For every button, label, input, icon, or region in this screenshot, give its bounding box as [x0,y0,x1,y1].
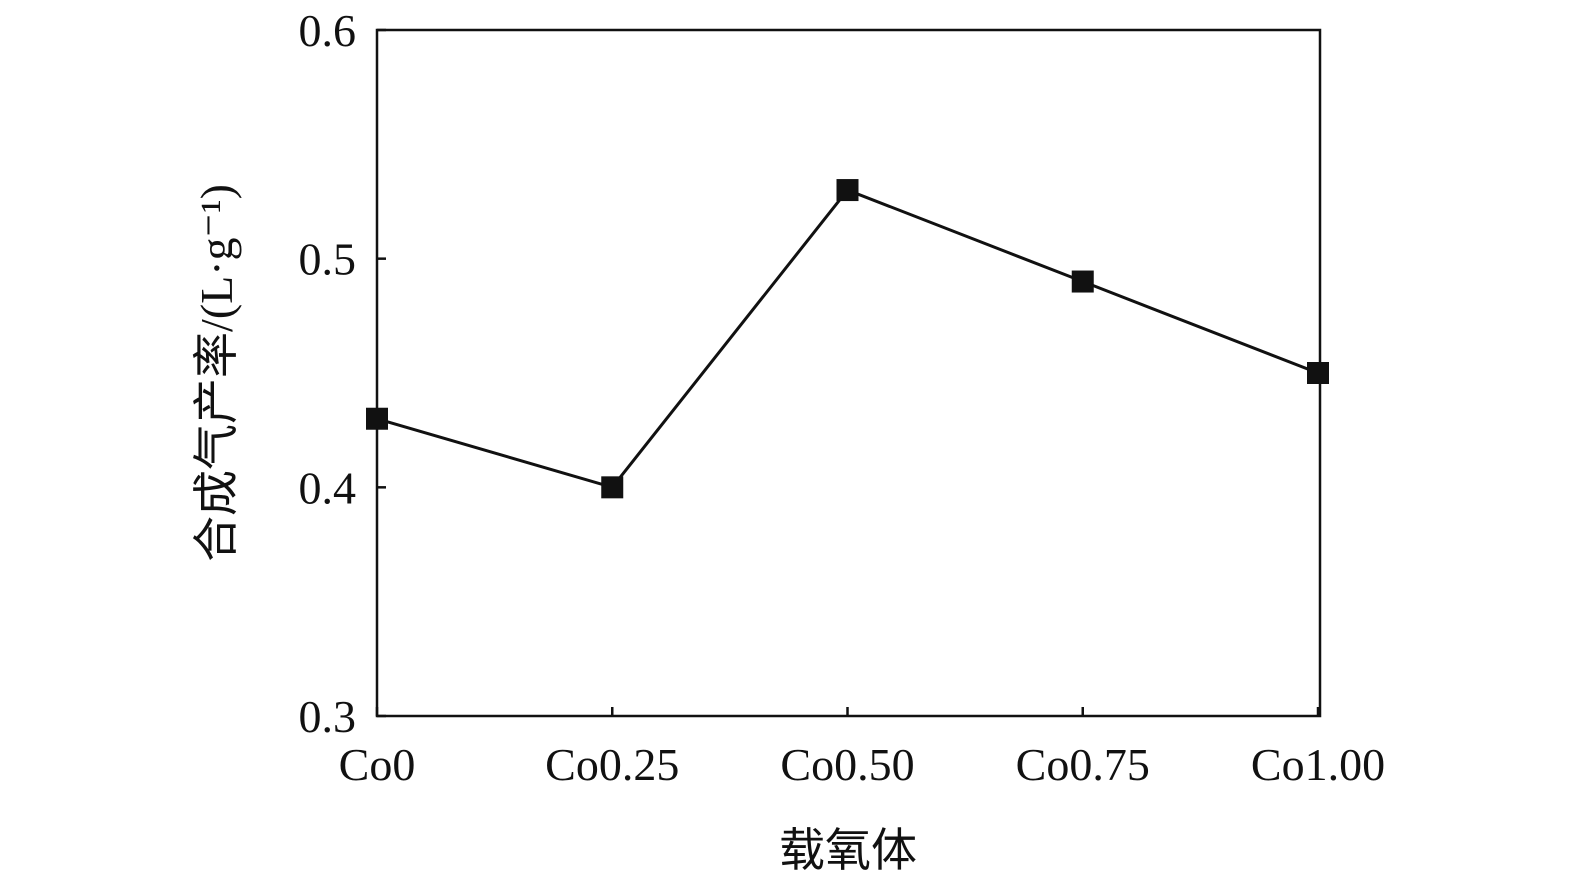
x-tick-label: Co0 [339,739,416,790]
x-tick-label: Co0.75 [1016,739,1150,790]
plot-frame [375,28,1322,718]
data-point-Co0 [366,407,388,430]
x-axis-label: 载氧体 [779,825,917,876]
x-tick-label: Co0.25 [545,739,679,790]
data-point-Co0.50 [836,179,859,202]
x-tick-label: Co0.50 [780,739,914,790]
y-tick-label: 0.3 [299,691,357,742]
data-point-Co0.75 [1071,270,1094,293]
y-tick-label: 0.4 [299,462,357,513]
data-point-Co1.00 [1307,362,1329,384]
series-line [376,188,1319,490]
data-point-Co0.25 [601,476,624,499]
y-tick-label: 0.5 [299,234,357,285]
y-axis-label: 合成气产率/(L·g⁻¹) [191,184,242,562]
y-tick-label: 0.6 [299,5,357,56]
x-tick-label: Co1.00 [1251,739,1385,790]
